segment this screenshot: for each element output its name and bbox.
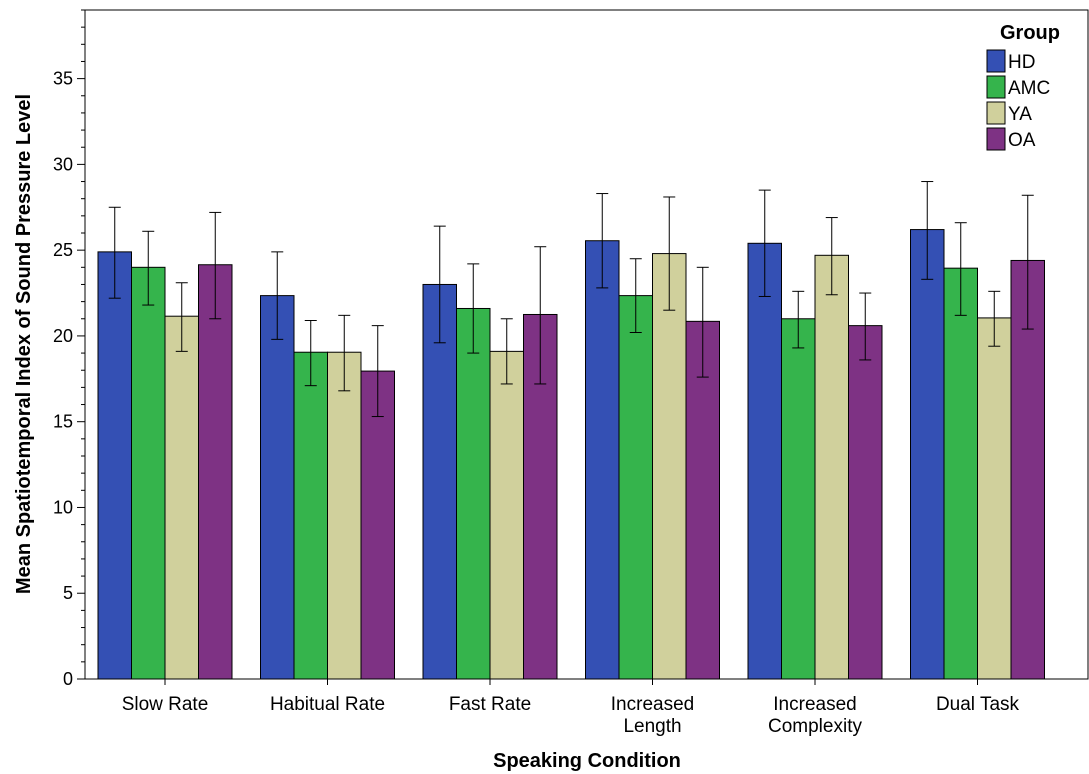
legend-label-amc: AMC — [1008, 78, 1050, 99]
legend-label-oa: OA — [1008, 130, 1036, 151]
bar-amc — [943, 267, 978, 680]
bar-oa — [1010, 259, 1045, 680]
bar-ya — [489, 350, 524, 680]
bar-hd — [585, 240, 620, 680]
bar-ya — [327, 351, 362, 680]
bar-amc — [456, 307, 491, 680]
x-tick-label: Habitual Rate — [270, 694, 385, 715]
bar-hd — [910, 229, 945, 680]
y-axis-title: Mean Spatiotemporal Index of Sound Press… — [13, 94, 35, 594]
legend-swatch-amc — [986, 75, 1006, 99]
bar-oa — [848, 325, 883, 680]
y-tick-label: 35 — [53, 69, 73, 89]
bar-oa — [360, 370, 395, 680]
y-axis: 0 5 10 15 20 25 30 35 — [53, 9, 85, 689]
bar-hd — [97, 251, 132, 680]
legend-title: Group — [1000, 22, 1060, 44]
bar-ya — [652, 253, 687, 680]
bar-ya — [164, 315, 199, 680]
x-tick-label: Slow Rate — [122, 694, 209, 715]
bar-amc — [781, 318, 816, 680]
y-tick-label: 10 — [53, 497, 73, 517]
bar-ya — [977, 317, 1012, 680]
legend: Group HD AMC YA OA — [986, 22, 1060, 151]
y-tick-label: 20 — [53, 326, 73, 346]
bar-oa — [198, 264, 233, 680]
x-tick-label: Increased Length — [611, 694, 694, 737]
y-tick-label: 30 — [53, 154, 73, 174]
legend-swatch-oa — [986, 127, 1006, 151]
legend-label-ya: YA — [1008, 104, 1032, 125]
bar-amc — [293, 351, 328, 680]
bar-oa — [685, 320, 720, 680]
y-tick-label: 5 — [63, 583, 73, 603]
y-tick-label: 0 — [63, 669, 73, 689]
x-tick-label: Fast Rate — [449, 694, 531, 715]
bars-layer — [97, 229, 1045, 680]
legend-swatch-hd — [986, 49, 1006, 73]
legend-swatch-ya — [986, 101, 1006, 125]
x-tick-label: Increased Complexity — [768, 694, 862, 737]
x-axis: Slow Rate Habitual Rate Fast Rate Increased… — [122, 679, 1020, 737]
bar-oa — [523, 313, 558, 680]
bar-amc — [131, 266, 166, 680]
bar-hd — [747, 242, 782, 680]
y-tick-label: 25 — [53, 240, 73, 260]
bar-amc — [618, 295, 653, 680]
bar-hd — [260, 295, 295, 680]
bar-hd — [422, 283, 457, 680]
bar-ya — [814, 254, 849, 680]
x-axis-title: Speaking Condition — [493, 750, 681, 772]
y-tick-label: 15 — [53, 412, 73, 432]
x-tick-label: Dual Task — [936, 694, 1020, 715]
error-bars-layer — [108, 181, 1034, 418]
legend-label-hd: HD — [1008, 52, 1035, 73]
